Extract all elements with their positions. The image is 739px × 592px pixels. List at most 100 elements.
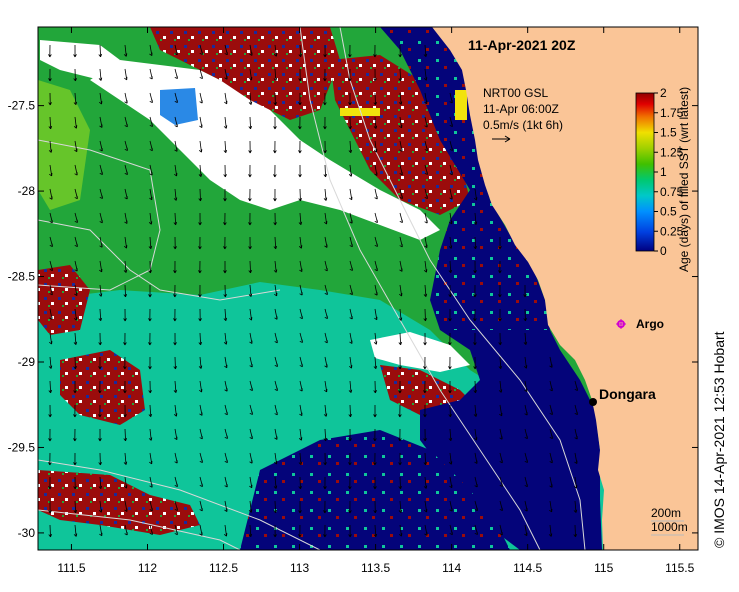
current-vector-arrow xyxy=(223,236,227,250)
current-vector-arrow xyxy=(273,524,277,538)
dongara-label: Dongara xyxy=(599,386,656,402)
current-vector-arrow xyxy=(273,116,277,130)
current-vector-arrow xyxy=(549,404,553,415)
current-vector-arrow xyxy=(523,356,528,369)
current-vector-arrow xyxy=(324,212,328,225)
current-vector-arrow xyxy=(498,380,503,393)
current-vector-arrow xyxy=(48,476,52,490)
current-vector-arrow xyxy=(298,188,302,202)
lon-tick-label: 113 xyxy=(290,561,309,575)
current-vector-arrow xyxy=(248,164,252,178)
current-vector-arrow xyxy=(273,476,278,489)
current-vector-arrow xyxy=(274,404,278,416)
current-vector-arrow xyxy=(124,188,128,200)
current-vector-arrow xyxy=(448,452,453,465)
current-vector-arrow xyxy=(373,332,378,345)
current-vector-arrow xyxy=(173,212,178,226)
current-vector-arrow xyxy=(423,68,428,81)
current-vector-arrow xyxy=(124,92,128,104)
current-vector-arrow xyxy=(99,260,103,273)
lat-tick-label: -30 xyxy=(18,526,36,540)
current-vector-arrow xyxy=(274,332,278,344)
current-vector-arrow xyxy=(373,92,377,106)
current-vector-arrow xyxy=(199,116,203,128)
current-vector-arrow xyxy=(149,44,153,56)
current-vector-arrow xyxy=(149,92,153,104)
current-vector-arrow xyxy=(374,284,378,296)
current-vector-arrow xyxy=(249,44,253,56)
current-vector-arrow xyxy=(123,236,128,249)
current-vector-arrow xyxy=(549,428,553,439)
current-vector-arrow xyxy=(423,380,427,394)
current-vector-arrow xyxy=(374,188,378,200)
contour-1000m xyxy=(299,27,541,550)
map-frame xyxy=(37,26,699,551)
current-vector-arrow xyxy=(99,140,103,152)
current-vector-arrow xyxy=(348,356,353,369)
colorbar-ticks: 0 0.25 0.5 0.75 1 1.25 1.5 1.75 2 xyxy=(654,86,684,258)
colorbar-tick-label: 1.5 xyxy=(660,126,677,140)
current-legend-time: 11-Apr 06:00Z xyxy=(483,102,559,116)
current-vector-arrow xyxy=(549,476,553,488)
current-vector-arrow xyxy=(298,428,303,441)
current-vector-arrow xyxy=(548,524,553,537)
current-vector-arrow xyxy=(449,212,453,225)
current-vector-arrow xyxy=(449,116,453,127)
current-vector-arrow xyxy=(298,164,302,178)
current-vector-arrow xyxy=(224,92,228,105)
colorbar-tick-label: 1 xyxy=(660,165,667,179)
current-vector-arrow xyxy=(223,212,227,226)
current-vector-arrow xyxy=(198,236,202,250)
sst-yellow-patch xyxy=(340,108,380,116)
current-vector-arrow xyxy=(299,380,303,392)
current-vector-arrow xyxy=(473,332,477,346)
current-vector-arrow xyxy=(323,116,327,130)
current-vector-arrow xyxy=(398,428,402,442)
current-vector-arrow xyxy=(449,164,453,176)
current-vector-arrow xyxy=(398,308,403,321)
contour-south-2 xyxy=(38,509,241,550)
current-vector-arrow xyxy=(473,260,477,274)
current-vector-arrow xyxy=(49,332,53,345)
current-vector-arrow xyxy=(324,260,328,272)
current-vector-arrow xyxy=(174,44,178,56)
current-vector-arrow xyxy=(149,164,153,176)
current-vector-arrow xyxy=(274,428,278,440)
current-vector-arrow xyxy=(499,452,503,464)
current-vector-arrow xyxy=(398,452,402,466)
current-vector-arrow xyxy=(73,116,78,129)
current-vector-arrow xyxy=(524,452,528,463)
colorbar-tick-label: 1.75 xyxy=(660,106,684,120)
current-vector-arrow xyxy=(98,380,102,394)
map-title: 11-Apr-2021 20Z xyxy=(468,37,576,53)
lat-tick-label: -28.5 xyxy=(8,270,36,284)
current-vector-arrow xyxy=(323,140,327,154)
lon-tick-label: 113.5 xyxy=(361,561,390,575)
current-vector-arrow xyxy=(398,356,402,370)
current-vector-arrow xyxy=(448,260,453,274)
current-vector-arrow xyxy=(98,308,103,322)
colorbar-tick-label: 0 xyxy=(660,244,667,258)
current-vector-arrow xyxy=(123,380,127,394)
current-vector-arrow xyxy=(123,284,128,298)
current-vector-arrow xyxy=(423,260,428,273)
current-vector-arrow xyxy=(149,188,153,201)
current-vector-arrow xyxy=(373,452,377,466)
current-vector-arrow xyxy=(98,428,102,442)
current-vector-arrow xyxy=(198,356,203,369)
current-vector-arrow xyxy=(373,44,377,58)
sst-red-north xyxy=(150,27,340,120)
current-vector-arrow xyxy=(298,92,302,106)
current-vector-arrow xyxy=(49,308,53,320)
current-vector-arrow xyxy=(123,260,128,273)
current-vector-arrow xyxy=(349,236,353,248)
current-vector-arrow xyxy=(73,452,77,466)
current-vector-arrow xyxy=(224,68,228,80)
current-vector-arrow xyxy=(448,356,452,370)
current-vector-arrow xyxy=(73,524,78,537)
current-vector-arrow xyxy=(148,428,153,441)
current-vector-arrow xyxy=(374,308,378,321)
current-vector-arrow xyxy=(174,140,178,152)
current-vector-arrow xyxy=(424,236,428,249)
